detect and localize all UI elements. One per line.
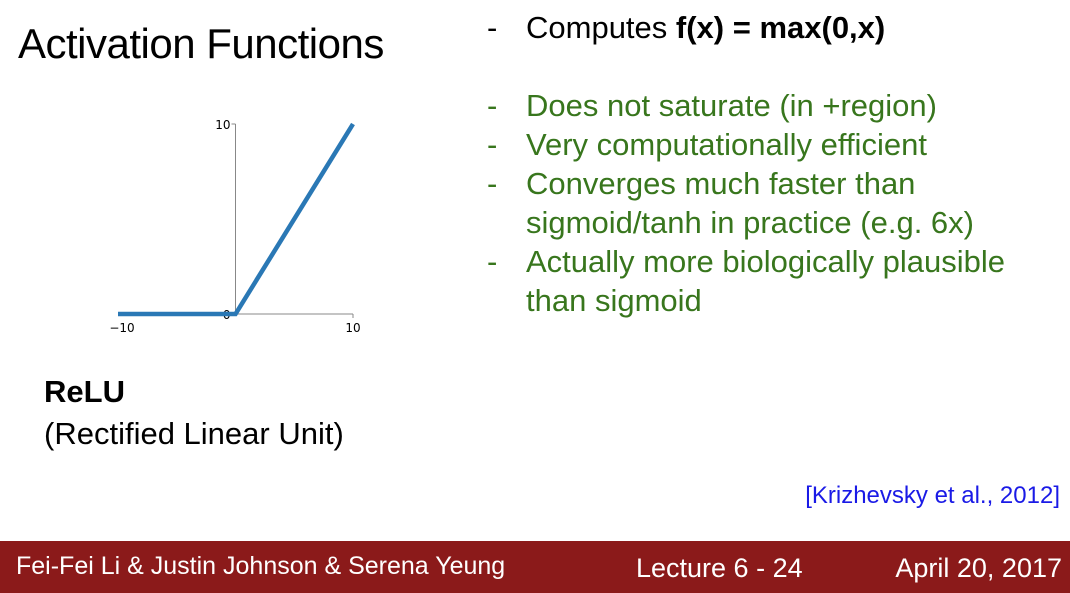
bullet-marker: -: [487, 242, 497, 281]
bullet-marker: -: [487, 8, 497, 47]
bullet-text-cont: sigmoid/tanh in practice (e.g. 6x): [526, 205, 974, 240]
bullet-item: - Actually more biologically plausible t…: [487, 242, 1005, 320]
formula: f(x) = max(0,x): [676, 10, 885, 45]
footer-bar: Fei-Fei Li & Justin Johnson & Serena Yeu…: [0, 541, 1070, 593]
footer-lecture: Lecture 6 - 24: [636, 553, 803, 584]
y-tick-label-10: 10: [215, 118, 230, 132]
bullet-text: Computes: [526, 10, 676, 45]
bullet-list: - Computes f(x) = max(0,x) - Does not sa…: [487, 8, 1005, 320]
relu-plot: 10 0 −10 10: [100, 112, 380, 357]
slide-title: Activation Functions: [18, 20, 384, 68]
bullet-marker: -: [487, 125, 497, 164]
bullet-marker: -: [487, 86, 497, 125]
bullet-text-cont: than sigmoid: [526, 283, 702, 318]
x-tick-label-10: 10: [345, 321, 360, 335]
bullet-text: Very computationally efficient: [526, 127, 927, 162]
bullet-marker: -: [487, 164, 497, 203]
citation-link[interactable]: [Krizhevsky et al., 2012]: [805, 482, 1060, 510]
bullet-text: Actually more biologically plausible: [526, 244, 1005, 279]
function-full-name: (Rectified Linear Unit): [44, 416, 344, 452]
relu-chart-svg: 10 0 −10 10: [100, 112, 380, 352]
footer-authors: Fei-Fei Li & Justin Johnson & Serena Yeu…: [16, 552, 505, 581]
footer-date: April 20, 2017: [895, 553, 1062, 584]
bullet-item: - Converges much faster than sigmoid/tan…: [487, 164, 1005, 242]
bullet-text: Converges much faster than: [526, 166, 915, 201]
bullet-item: - Does not saturate (in +region): [487, 86, 1005, 125]
x-tick-label-neg10: −10: [109, 321, 134, 335]
bullet-text: Does not saturate (in +region): [526, 88, 937, 123]
function-name: ReLU: [44, 374, 125, 410]
bullet-item: - Computes f(x) = max(0,x): [487, 8, 1005, 47]
bullet-item: - Very computationally efficient: [487, 125, 1005, 164]
